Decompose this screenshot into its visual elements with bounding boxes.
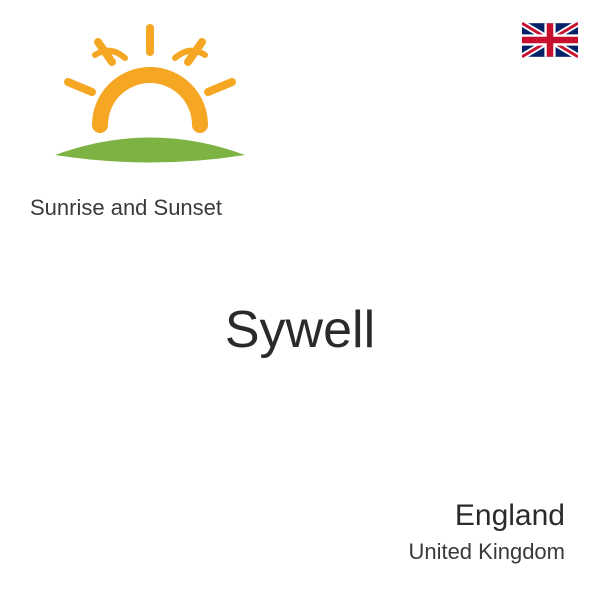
country-label: United Kingdom <box>408 539 565 565</box>
region-label: England <box>408 499 565 533</box>
logo-tagline: Sunrise and Sunset <box>30 195 222 221</box>
location-block: England United Kingdom <box>408 499 565 565</box>
sun-icon <box>50 20 250 180</box>
location-title: Sywell <box>0 300 600 360</box>
sunrise-logo: Sunrise and Sunset <box>30 20 270 220</box>
uk-flag-icon <box>522 22 578 58</box>
